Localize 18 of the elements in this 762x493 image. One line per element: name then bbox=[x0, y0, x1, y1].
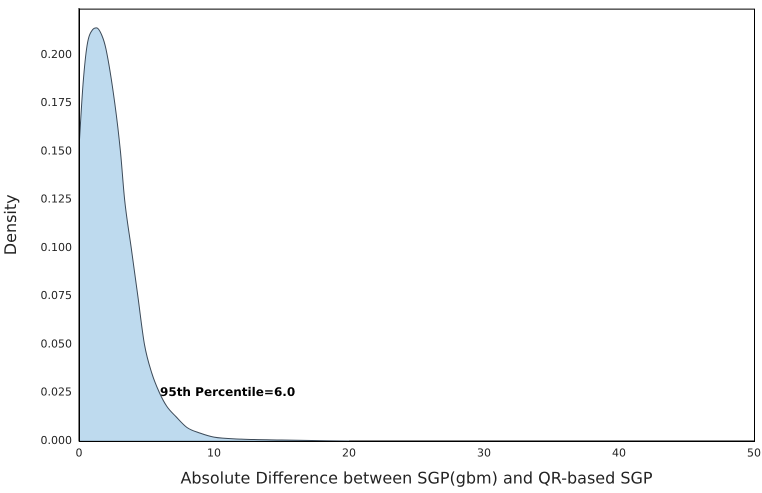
y-tick-label: 0.050 bbox=[40, 337, 72, 350]
y-tick-label: 0.150 bbox=[40, 144, 72, 158]
annotation: 95th Percentile=6.0 bbox=[160, 384, 296, 399]
y-axis-title: Density bbox=[0, 194, 20, 256]
x-tick-label: 30 bbox=[477, 446, 491, 460]
y-tick-label: 0.000 bbox=[40, 434, 72, 447]
x-tick-label: 0 bbox=[76, 446, 82, 460]
x-tick-label: 50 bbox=[747, 446, 761, 460]
y-tick-label: 0.200 bbox=[40, 48, 72, 61]
y-tick-label: 0.125 bbox=[40, 192, 72, 206]
x-tick-label: 40 bbox=[612, 446, 626, 460]
x-axis-title: Absolute Difference between SGP(gbm) and QR-based SGP bbox=[180, 468, 653, 488]
y-tick-label: 0.175 bbox=[40, 96, 72, 110]
y-tick-label: 0.025 bbox=[40, 386, 72, 399]
x-tick-label: 10 bbox=[207, 446, 221, 460]
y-tick-label: 0.075 bbox=[40, 289, 72, 302]
x-tick-label: 20 bbox=[342, 446, 356, 460]
y-tick-label: 0.100 bbox=[40, 240, 72, 254]
